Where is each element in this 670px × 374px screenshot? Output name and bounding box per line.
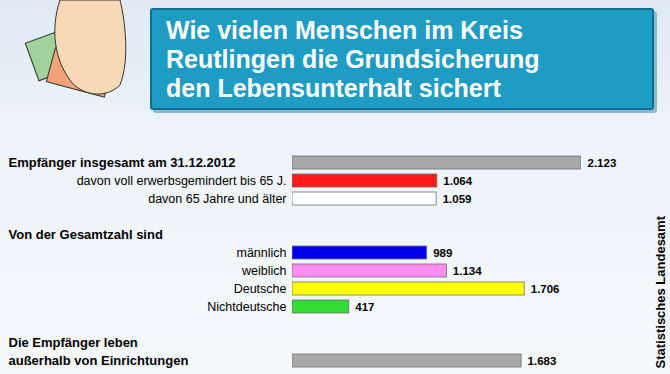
svg-text:1.064: 1.064 [443, 175, 472, 187]
svg-text:davon voll erwerbsgemindert bi: davon voll erwerbsgemindert bis 65 J. [77, 174, 287, 188]
svg-text:Empfänger insgesamt am 31.12.2: Empfänger insgesamt am 31.12.2012 [9, 155, 236, 170]
svg-text:417: 417 [355, 301, 374, 313]
svg-text:Die Empfänger leben: Die Empfänger leben [9, 335, 138, 350]
svg-text:1.059: 1.059 [443, 193, 472, 205]
svg-text:1.134: 1.134 [453, 265, 482, 277]
svg-text:weiblich: weiblich [241, 264, 287, 278]
svg-text:Von der Gesamtzahl sind: Von der Gesamtzahl sind [9, 227, 163, 242]
svg-text:davon 65 Jahre und älter: davon 65 Jahre und älter [148, 192, 286, 206]
svg-text:989: 989 [433, 247, 452, 259]
svg-text:1.706: 1.706 [531, 283, 560, 295]
svg-text:Deutsche: Deutsche [234, 282, 287, 296]
svg-text:1.683: 1.683 [528, 355, 557, 367]
svg-text:Nichtdeutsche: Nichtdeutsche [207, 300, 286, 314]
svg-text:außerhalb von Einrichtungen: außerhalb von Einrichtungen [9, 353, 189, 368]
svg-text:2.123: 2.123 [588, 157, 617, 169]
html-text:Wie vielen Menschen im Kreis R: Wie vielen Menschen im Kreis Reutlingen … [166, 16, 540, 102]
html-text:Statistisches Landesamt: Statistisches Landesamt [653, 215, 668, 368]
svg-text:männlich: männlich [236, 246, 286, 260]
